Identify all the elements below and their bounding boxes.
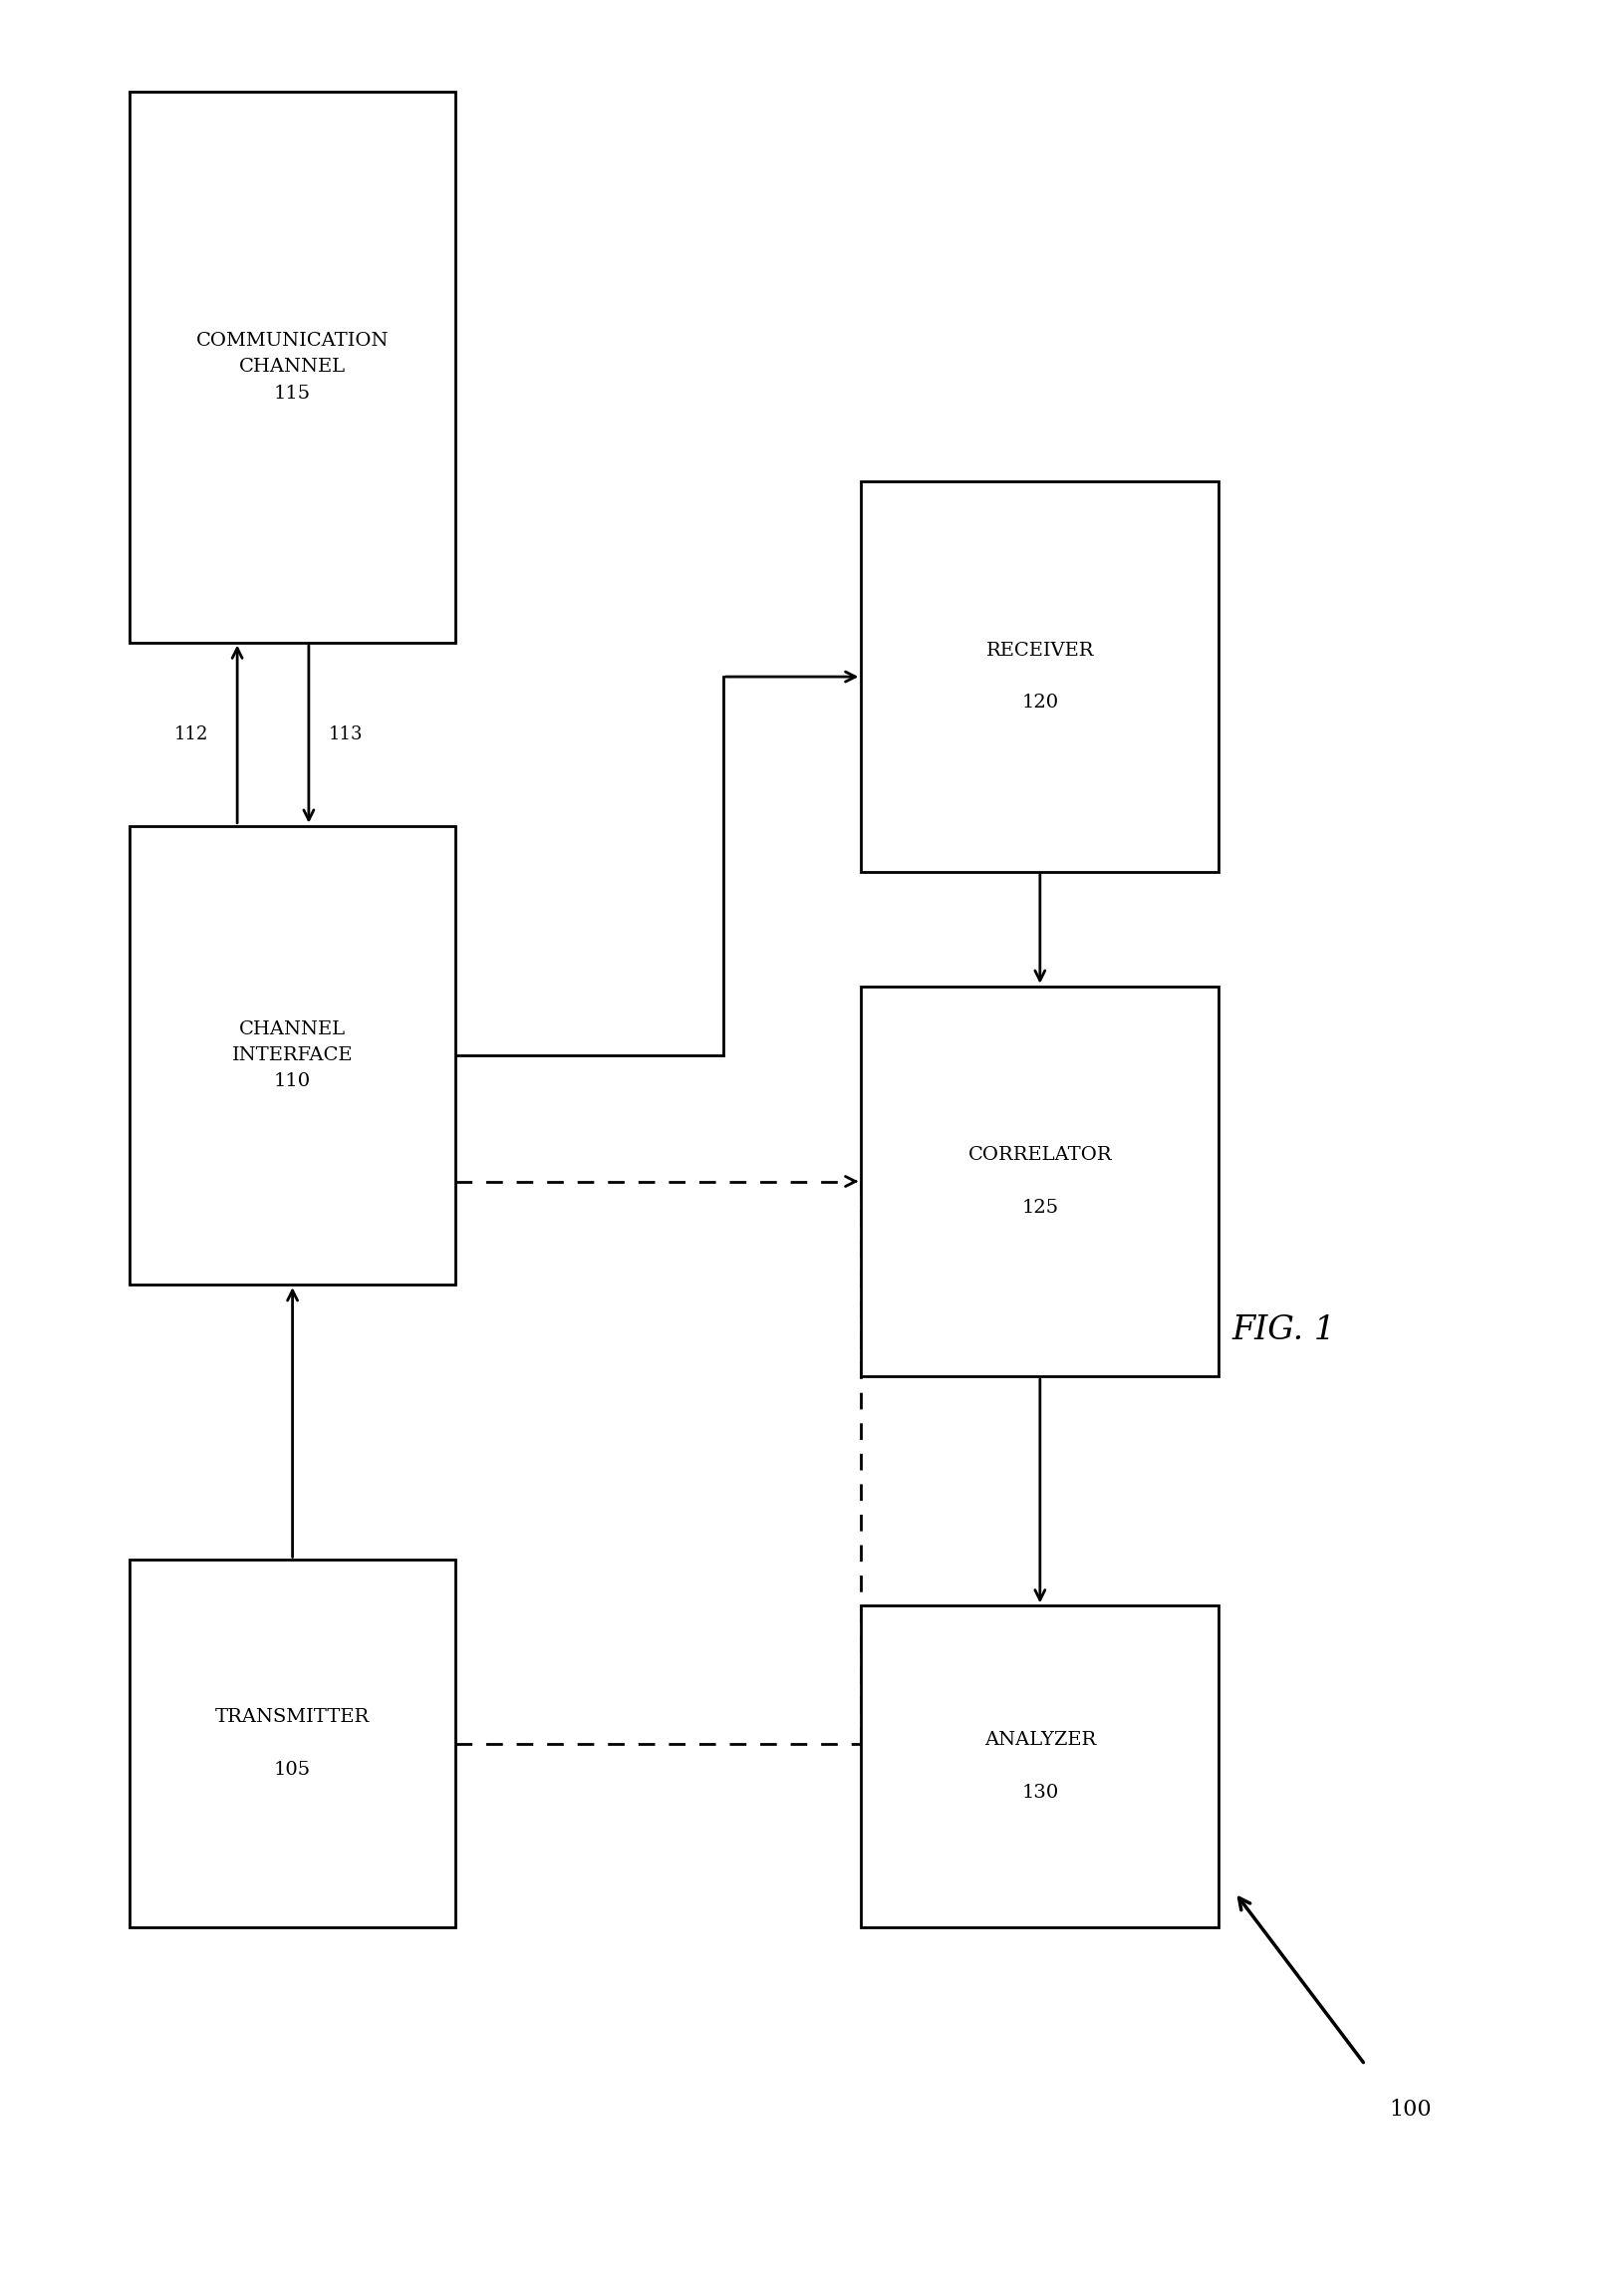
Text: 100: 100 — [1389, 2099, 1431, 2122]
FancyBboxPatch shape — [861, 482, 1218, 872]
Text: 112: 112 — [174, 725, 208, 743]
FancyBboxPatch shape — [130, 826, 455, 1285]
FancyBboxPatch shape — [861, 1606, 1218, 1927]
Text: ANALYZER

130: ANALYZER 130 — [984, 1732, 1095, 1801]
Text: TRANSMITTER

105: TRANSMITTER 105 — [214, 1709, 370, 1778]
FancyBboxPatch shape — [861, 986, 1218, 1376]
Text: CORRELATOR

125: CORRELATOR 125 — [968, 1147, 1111, 1216]
FancyBboxPatch shape — [130, 1560, 455, 1927]
Text: 113: 113 — [328, 725, 362, 743]
FancyBboxPatch shape — [130, 92, 455, 642]
Text: RECEIVER

120: RECEIVER 120 — [986, 642, 1093, 711]
Text: COMMUNICATION
CHANNEL
115: COMMUNICATION CHANNEL 115 — [197, 333, 388, 401]
Text: CHANNEL
INTERFACE
110: CHANNEL INTERFACE 110 — [232, 1021, 352, 1090]
Text: FIG. 1: FIG. 1 — [1231, 1314, 1335, 1347]
